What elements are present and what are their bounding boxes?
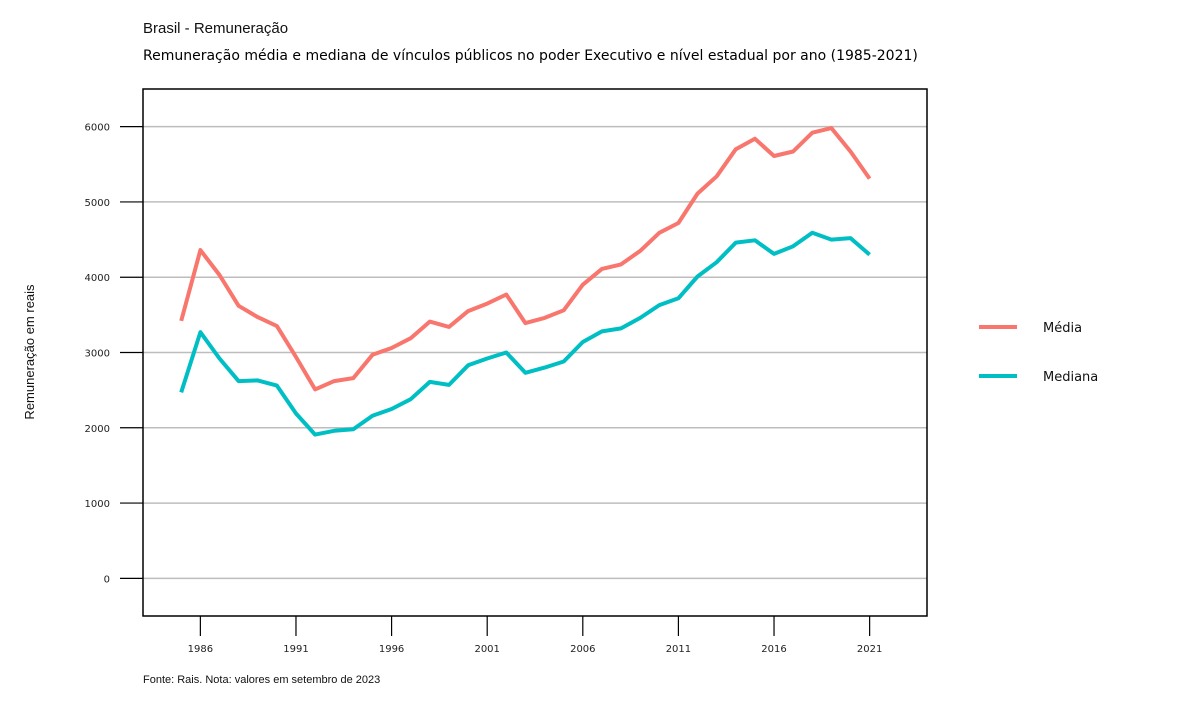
y-tick-label: 3000 bbox=[85, 349, 110, 360]
x-tick-label: 1996 bbox=[379, 644, 404, 655]
y-tick-label: 0 bbox=[104, 574, 110, 585]
y-tick-label: 5000 bbox=[85, 198, 110, 209]
y-axis-title: Remuneração em reais bbox=[22, 284, 37, 420]
page-title: Brasil - Remuneração bbox=[143, 20, 289, 37]
x-tick-label: 2011 bbox=[666, 644, 691, 655]
x-tick-label: 1986 bbox=[188, 644, 213, 655]
series-lines bbox=[179, 126, 872, 437]
x-tick-label: 1991 bbox=[283, 644, 308, 655]
y-tick-label: 2000 bbox=[85, 424, 110, 435]
legend-label-media: Média bbox=[1043, 321, 1082, 336]
x-tick-label: 2021 bbox=[857, 644, 882, 655]
y-axis: 0 1000 2000 3000 4000 5000 6000 bbox=[85, 123, 143, 585]
source-note: Fonte: Rais. Nota: valores em setembro d… bbox=[143, 674, 381, 686]
x-axis: 1986 1991 1996 2001 2006 2011 2016 2021 bbox=[188, 616, 882, 655]
chart-subtitle: Remuneração média e mediana de vínculos … bbox=[143, 48, 918, 64]
legend: Média Mediana bbox=[979, 321, 1098, 385]
series-line-media bbox=[179, 126, 872, 392]
x-tick-label: 2006 bbox=[570, 644, 595, 655]
y-tick-label: 6000 bbox=[85, 123, 110, 134]
x-tick-label: 2001 bbox=[474, 644, 499, 655]
legend-label-mediana: Mediana bbox=[1043, 370, 1098, 385]
series-line-mediana bbox=[179, 230, 871, 437]
grid-lines bbox=[143, 125, 927, 580]
y-tick-label: 1000 bbox=[85, 499, 110, 510]
x-tick-label: 2016 bbox=[761, 644, 786, 655]
y-tick-label: 4000 bbox=[85, 273, 110, 284]
